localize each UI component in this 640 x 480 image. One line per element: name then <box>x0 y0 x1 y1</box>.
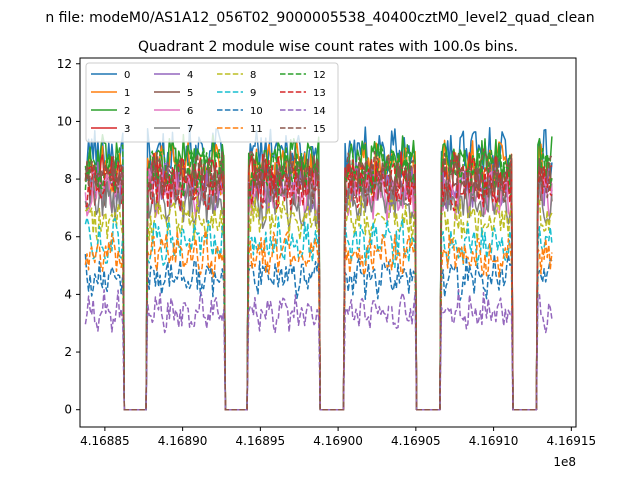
legend-label: 5 <box>187 88 193 99</box>
plot-frame <box>79 57 577 428</box>
legend-label: 7 <box>187 124 193 135</box>
y-tick-label: 0 <box>64 403 72 417</box>
series-line-14 <box>84 288 553 411</box>
x-tick-label: 4.16895 <box>236 434 286 448</box>
legend-label: 3 <box>124 124 130 135</box>
y-tick-label: 2 <box>64 345 72 359</box>
x-tick-label: 4.16910 <box>469 434 519 448</box>
y-tick-label: 12 <box>57 57 72 71</box>
y-tick-label: 10 <box>57 114 72 128</box>
series-line-11 <box>84 229 553 411</box>
series-line-15 <box>84 148 552 411</box>
legend-label: 9 <box>250 88 256 99</box>
y-tick-label: 4 <box>64 287 72 301</box>
x-offset-label: 1e8 <box>553 455 576 469</box>
legend-label: 2 <box>124 106 130 117</box>
y-tick-label: 8 <box>64 172 72 186</box>
legend-label: 4 <box>187 70 193 81</box>
legend-label: 6 <box>187 106 193 117</box>
legend-label: 11 <box>250 124 263 135</box>
chart-title: Quadrant 2 module wise count rates with … <box>138 39 518 55</box>
legend-label: 1 <box>124 88 130 99</box>
legend-box <box>85 62 339 143</box>
suptitle: n file: modeM0/AS1A12_056T02_9000005538_… <box>45 10 594 26</box>
legend-label: 14 <box>313 106 326 117</box>
x-tick-label: 4.16900 <box>313 434 363 448</box>
legend-label: 15 <box>313 124 326 135</box>
legend-label: 8 <box>250 70 256 81</box>
x-tick-label: 4.16905 <box>391 434 441 448</box>
series-layer <box>84 124 553 411</box>
legend-label: 10 <box>250 106 263 117</box>
x-tick-label: 4.16885 <box>80 434 130 448</box>
x-tick-label: 4.16890 <box>158 434 208 448</box>
x-tick-label: 4.16915 <box>547 434 597 448</box>
axes-layer: 4.16885 4.16890 4.16895 4.16900 4.16905 4.169… <box>57 57 596 448</box>
legend-label: 0 <box>124 70 130 81</box>
y-tick-label: 6 <box>64 230 72 244</box>
legend-label: 13 <box>313 88 326 99</box>
legend-label: 12 <box>313 70 326 81</box>
